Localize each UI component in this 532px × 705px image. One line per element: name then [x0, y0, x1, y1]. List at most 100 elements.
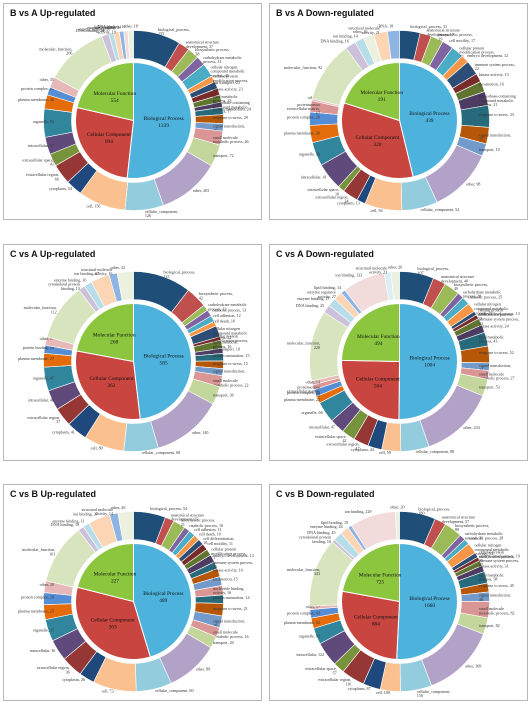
- outer-slice-label: cellular_component, 54: [421, 207, 460, 213]
- outer-slice-label: plasma membrane, 52: [284, 620, 320, 626]
- inner-slice-molecular-function: [341, 302, 400, 363]
- outer-slice-label: small molecule metabolic process, 46: [213, 135, 249, 145]
- inner-slice-value: 884: [372, 621, 380, 627]
- outer-slice-label: other, 35: [40, 77, 54, 83]
- outer-slice-label: ion transport, 23: [213, 80, 240, 86]
- outer-slice-rna-18: [387, 30, 400, 60]
- outer-slice-label: signal transduction,25: [479, 132, 511, 141]
- outer-slice-label: cellular protein modification process, 11: [211, 547, 246, 561]
- outer-slice-label: transport, 72: [213, 153, 234, 159]
- outer-slice-label: protein complex, 22: [287, 390, 320, 396]
- outer-slice-label: DNA binding, 25: [296, 303, 324, 309]
- inner-slice-label: Molecular Function: [94, 572, 137, 578]
- outer-slice-label: cytoplasm, 26: [62, 677, 85, 683]
- outer-slice-label: other, 16: [353, 29, 367, 35]
- outer-slice-label: intracellular, 36: [30, 648, 56, 654]
- inner-slice-label: Molecular Function: [359, 572, 402, 578]
- inner-slice-value: 504: [374, 384, 382, 390]
- outer-slice-label: anatomical structure development, 15: [171, 512, 204, 522]
- outer-slice-label: transport, 82: [479, 623, 500, 629]
- outer-slice-label: proteinaceous extracellular matrix, 17: [287, 102, 321, 116]
- inner-slice-value: 725: [376, 579, 384, 585]
- outer-slice-label: molecular_function, 92: [284, 65, 322, 71]
- outer-slice-other-20: [395, 511, 400, 540]
- outer-slice-label: intracellular, 47: [309, 424, 335, 430]
- outer-slice-label: cellular_component, 60: [155, 688, 194, 694]
- outer-slice-label: biosynthetic process, 90: [455, 523, 489, 532]
- outer-slice-label: cytoskeletal protein binding, 13: [48, 281, 80, 291]
- outer-slice-label: cytoskeletal protein binding, 16: [299, 535, 331, 545]
- outer-slice-label: enzyme binding, 44: [310, 524, 342, 530]
- panel-title: C vs B Down-regulated: [276, 489, 375, 499]
- inner-slice-label: Molecular Function: [93, 91, 136, 97]
- outer-slice-label: organelle, 81: [299, 633, 320, 639]
- outer-slice-label: cellular nitrogen compound metabolic proce…: [474, 542, 509, 557]
- outer-slice-label: immune system process, 12: [213, 560, 253, 569]
- outer-slice-label: cell, 156: [86, 203, 100, 209]
- outer-slice-label: nucleotide binding activity, 16: [213, 586, 244, 596]
- panel-title: C vs B Up-regulated: [10, 489, 97, 499]
- inner-slice-biological-process: [399, 61, 458, 178]
- inner-slice-biological-process: [133, 542, 192, 658]
- outer-slice-label: cellular_component, 126: [145, 209, 179, 218]
- outer-slice-label: extracellular space, 42: [315, 434, 347, 443]
- outer-slice-label: cytoplasm, 13: [337, 201, 360, 207]
- outer-slice-label: biological_process, 115: [163, 269, 195, 278]
- outer-slice-label: kinase activity, 23: [213, 87, 243, 93]
- inner-slice-value: 1004: [424, 363, 435, 369]
- outer-slice-label: lipid metabolic process, 23: [213, 94, 238, 104]
- inner-slice-label: Biological Process: [410, 356, 450, 362]
- panel-title: C vs A Up-regulated: [10, 249, 96, 259]
- outer-slice-label: enzyme regulator activity, 27: [307, 290, 336, 300]
- outer-slice-label: protein complex, 42: [287, 610, 320, 616]
- outer-slice-label: embryo development, 13: [479, 311, 520, 317]
- outer-slice-label: enzyme binding, 11: [52, 518, 84, 524]
- outer-slice-other-18: [127, 30, 134, 59]
- outer-slice-label: extracellular space, 57: [305, 666, 337, 675]
- outer-slice-label: plasma membrane, 26: [284, 131, 320, 137]
- outer-slice-label: cell death, 10: [213, 318, 235, 324]
- inner-slice-cellular-component: [341, 102, 414, 179]
- inner-slice-biological-process: [396, 542, 458, 660]
- inner-slice-value: 585: [160, 361, 168, 367]
- outer-slice-label: enzyme regulator activity, 19: [87, 25, 116, 35]
- outer-slice-label: cellular_component, 156: [417, 689, 451, 698]
- outer-slice-label: embryo development, 12: [467, 53, 508, 59]
- outer-slice-label: response to stress, 45: [479, 583, 514, 589]
- outer-slice-label: cell, 73: [102, 688, 114, 694]
- outer-slice-label: organelle, 66: [301, 410, 322, 416]
- outer-slice-label: lipid metabolic process, 16: [213, 340, 238, 350]
- outer-slice-label: enzyme binding, 27: [297, 296, 329, 302]
- outer-slice-label: plasma membrane, 46: [18, 97, 54, 103]
- outer-slice-label: biological_process, 155: [158, 27, 190, 36]
- inner-slice-value: 494: [374, 341, 382, 347]
- outer-slice-label: molecular_function, 112: [24, 305, 57, 314]
- outer-slice-label: small molecule metabolic process, 22: [213, 378, 249, 388]
- outer-slice-label: transport, 36: [213, 393, 234, 399]
- outer-slice-label: catabolic process, 10: [189, 523, 223, 529]
- outer-slice-label: kinase activity, 24: [479, 324, 509, 330]
- outer-slice-label: anatomical structure development, 57: [442, 515, 475, 525]
- inner-slice-molecular-function: [76, 542, 134, 603]
- inner-slice-value: 227: [111, 579, 119, 585]
- outer-slice-label: plasma membrane, 22: [284, 397, 320, 403]
- outer-slice-label: biosynthetic process, 42: [199, 291, 233, 300]
- outer-slice-label: small molecule metabolic process, 82: [479, 606, 515, 616]
- inner-slice-value: 554: [111, 98, 119, 104]
- outer-slice-label: other, 369: [465, 663, 481, 669]
- outer-slice-label: ion binding, 37: [73, 512, 98, 518]
- outer-slice-label: immune system process, 22: [479, 316, 519, 325]
- outer-slice-label: protein maturation, 15: [213, 353, 250, 359]
- outer-slice-label: kinase activity, 31: [479, 563, 509, 569]
- inner-slice-label: Molecular Function: [360, 90, 403, 96]
- inner-slice-value: 268: [110, 339, 118, 345]
- outer-slice-label: molecular_function, 343: [287, 567, 320, 576]
- outer-slice-label: other, 17: [40, 336, 54, 342]
- outer-slice-label: response to stress, 21: [213, 606, 248, 612]
- outer-slice-label: organelle, 47: [33, 376, 54, 382]
- outer-slice-label: organelle, 37: [33, 627, 54, 633]
- outer-slice-label: structural molecule activity, 14: [82, 507, 114, 517]
